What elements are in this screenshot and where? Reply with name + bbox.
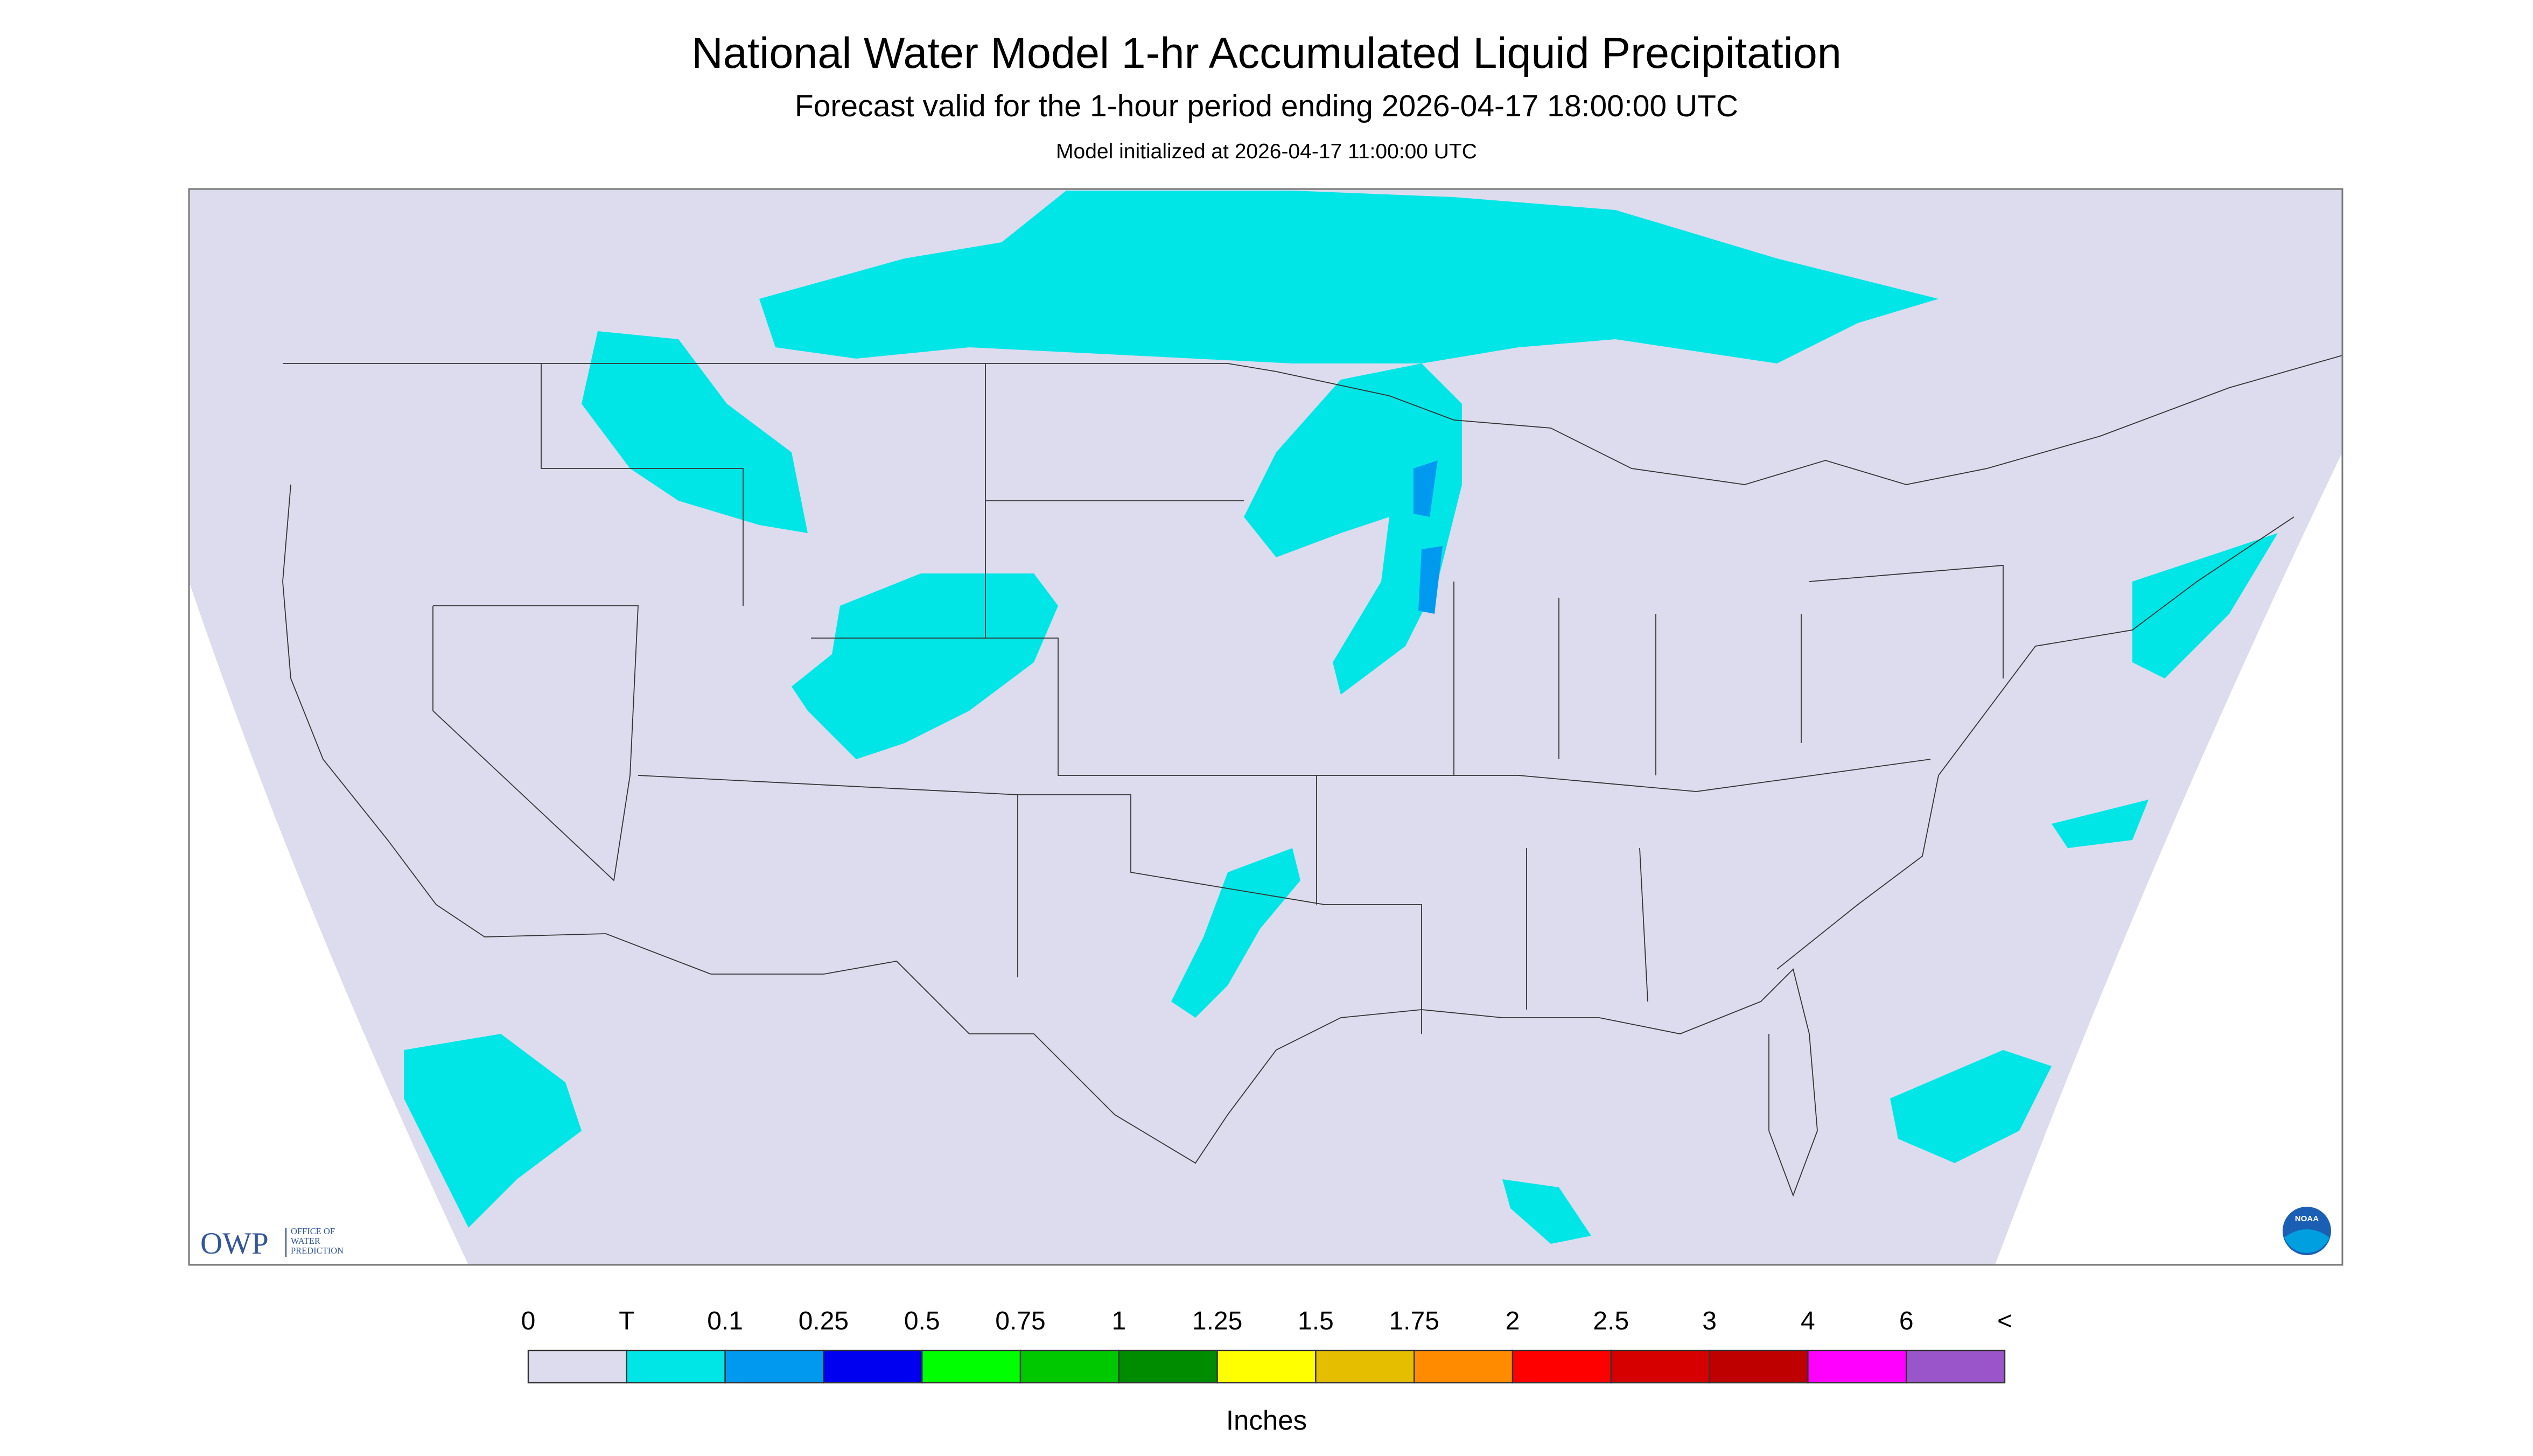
logo-abbr: OWP [200,1227,269,1261]
rain-area [1890,1050,2052,1164]
legend-label: 4 [1801,1307,1815,1335]
legend-label: 0.25 [799,1307,849,1335]
boundaries [282,355,2343,1197]
legend-swatch [1512,1349,1612,1384]
legend-swatch [1905,1349,2006,1384]
legend-swatch [1118,1349,1218,1384]
rain-area [582,331,808,534]
noaa-logo: NOAA [2283,1207,2331,1256]
subtitle: Forecast valid for the 1-hour period end… [795,89,1738,123]
rain-area [1502,1179,1591,1244]
owp-logo: OWP OFFICE OF WATER PREDICTION [200,1226,344,1261]
legend-swatch [1414,1349,1514,1384]
border-line [283,355,2343,485]
legend-swatch [823,1349,923,1384]
legend: Inches 0 T 0.1 0.25 0.5 0.75 1 1.25 1.5 1.75 2 2.5 3… [521,1307,2012,1436]
legend-swatch [724,1349,824,1384]
legend-label: 0.1 [707,1307,743,1335]
logo-line: WATER [291,1236,320,1246]
legend-label: 1.25 [1192,1307,1242,1335]
init-time: Model initialized at 2026-04-17 11:00:00… [1056,140,1477,163]
legend-swatch [626,1349,726,1384]
logo-text: NOAA [2295,1214,2319,1223]
state-line [432,363,2004,1034]
map: OWP OFFICE OF WATER PREDICTION NOAA [188,188,2343,1266]
rain-area [792,573,1058,760]
legend-label: T [619,1307,634,1335]
legend-label: 0 [521,1307,536,1335]
legend-label: 0.5 [904,1307,940,1335]
legend-swatch [527,1349,628,1384]
legend-swatch [1315,1349,1415,1384]
legend-label: 1.5 [1298,1307,1334,1335]
rain-area [1244,363,1462,695]
coast-line [1776,516,2294,970]
legend-label: 6 [1899,1307,1914,1335]
precipitation-areas [404,191,2278,1244]
logo-line: OFFICE OF [291,1226,335,1236]
rain-area [1171,848,1300,1018]
legend-label: 2 [1506,1307,1520,1335]
legend-label: 1.75 [1389,1307,1439,1335]
rain-area [2052,800,2149,849]
legend-swatch [1216,1349,1317,1384]
map-frame [188,188,2343,1266]
legend-swatch [1709,1349,1809,1384]
legend-label: 0.75 [995,1307,1045,1335]
legend-swatch [1807,1349,1907,1384]
heavier-rain-area [1414,460,1443,614]
legend-label: 1 [1111,1307,1126,1335]
coast-line [282,484,1818,1197]
rain-area [404,1034,582,1228]
logo-wave [2284,1229,2329,1253]
rain-area [759,191,1939,364]
legend-swatch [921,1349,1021,1384]
rain-area [2132,533,2278,679]
legend-label: 2.5 [1593,1307,1629,1335]
legend-label: < [1997,1307,2012,1335]
legend-swatch [1019,1349,1120,1384]
legend-unit: Inches [1226,1405,1307,1436]
legend-label: 3 [1702,1307,1717,1335]
title: National Water Model 1-hr Accumulated Li… [691,29,1842,78]
legend-swatch [1610,1349,1710,1384]
logo-line: PREDICTION [291,1245,344,1256]
